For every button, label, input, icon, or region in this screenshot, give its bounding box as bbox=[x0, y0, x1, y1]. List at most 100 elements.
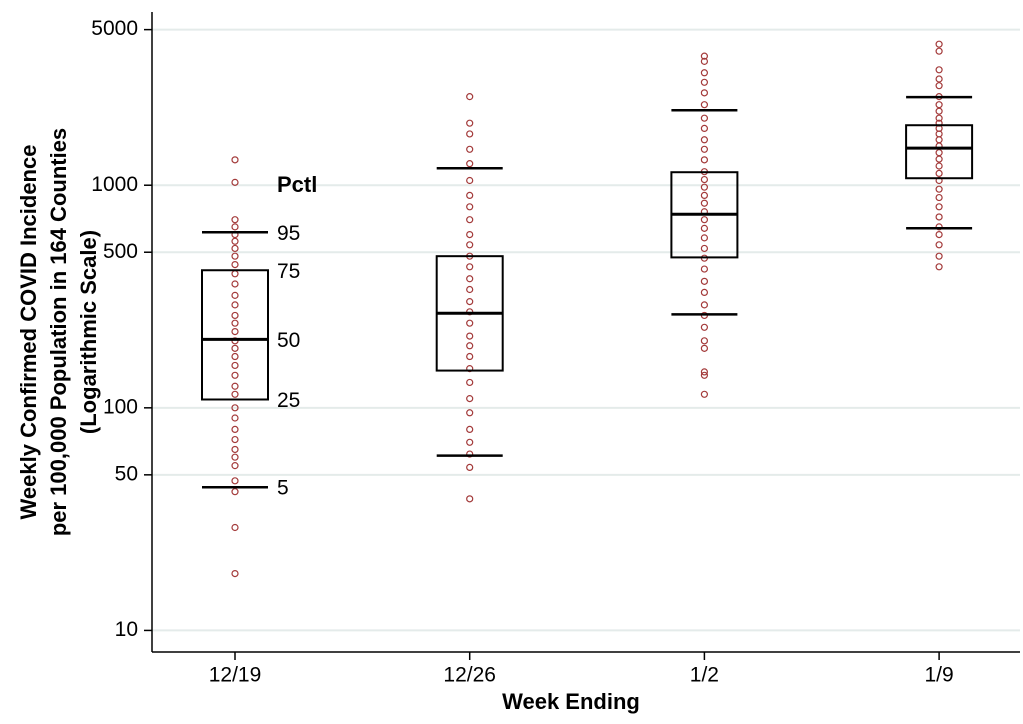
data-point bbox=[466, 365, 474, 373]
data-point bbox=[700, 57, 709, 65]
y-tick-label: 50 bbox=[115, 462, 138, 485]
data-point bbox=[231, 156, 239, 164]
y-tick-label: 100 bbox=[103, 395, 138, 418]
data-point bbox=[935, 252, 943, 260]
data-point bbox=[231, 404, 239, 412]
data-point bbox=[700, 368, 709, 376]
y-axis-label: Weekly Confirmed COVID Incidence bbox=[16, 145, 41, 520]
data-point bbox=[700, 344, 709, 352]
data-point bbox=[700, 114, 709, 122]
data-point bbox=[700, 216, 709, 224]
data-point bbox=[935, 241, 943, 249]
data-point bbox=[466, 203, 474, 211]
data-point bbox=[231, 361, 239, 370]
data-point bbox=[935, 101, 943, 109]
data-point bbox=[231, 178, 239, 186]
data-point bbox=[700, 175, 709, 184]
data-point bbox=[231, 223, 239, 231]
data-point bbox=[231, 488, 239, 496]
data-point bbox=[466, 285, 474, 294]
data-point bbox=[935, 213, 943, 221]
data-point bbox=[466, 216, 474, 224]
data-point bbox=[231, 301, 239, 309]
data-point bbox=[466, 298, 474, 306]
data-point bbox=[935, 162, 943, 170]
data-point bbox=[466, 425, 474, 433]
data-point bbox=[466, 319, 474, 327]
percentile-title: Pctl bbox=[277, 172, 317, 197]
y-tick-label: 10 bbox=[115, 618, 138, 641]
data-point bbox=[935, 263, 943, 271]
data-point bbox=[700, 323, 709, 331]
data-point bbox=[700, 390, 709, 398]
data-point bbox=[700, 371, 709, 379]
percentile-label: 25 bbox=[277, 389, 300, 412]
data-point bbox=[700, 337, 709, 345]
data-point bbox=[231, 477, 239, 485]
y-tick-label: 5000 bbox=[91, 17, 138, 40]
data-point bbox=[231, 311, 239, 320]
data-point bbox=[935, 231, 943, 239]
data-point bbox=[700, 124, 709, 132]
data-point bbox=[700, 288, 709, 297]
data-point bbox=[466, 145, 474, 153]
data-point bbox=[700, 234, 709, 242]
data-point bbox=[466, 450, 474, 458]
data-point bbox=[700, 183, 709, 191]
data-point bbox=[231, 390, 239, 398]
data-point bbox=[231, 352, 239, 361]
y-axis-label: (Logarithmic Scale) bbox=[76, 230, 101, 434]
data-point bbox=[935, 155, 943, 163]
percentile-label: 50 bbox=[277, 329, 300, 352]
data-point bbox=[231, 252, 239, 260]
data-point bbox=[935, 75, 943, 83]
data-point bbox=[466, 263, 474, 271]
x-tick-label: 1/2 bbox=[690, 664, 719, 687]
data-point bbox=[231, 382, 239, 390]
data-point bbox=[700, 52, 709, 60]
data-point bbox=[700, 136, 709, 144]
data-point bbox=[231, 570, 239, 578]
data-point bbox=[700, 145, 709, 153]
data-point bbox=[700, 277, 709, 285]
data-point bbox=[466, 463, 474, 471]
percentile-label: 5 bbox=[277, 477, 289, 500]
x-axis-label: Week Ending bbox=[502, 689, 640, 714]
data-point bbox=[231, 344, 239, 352]
data-point bbox=[935, 136, 943, 144]
data-point bbox=[231, 291, 239, 299]
data-point bbox=[466, 438, 474, 446]
data-point bbox=[935, 66, 943, 74]
data-point bbox=[231, 523, 239, 532]
data-point bbox=[466, 495, 474, 503]
data-point bbox=[231, 244, 239, 253]
data-point bbox=[231, 280, 239, 288]
data-point bbox=[935, 149, 943, 157]
percentile-label: 75 bbox=[277, 260, 300, 283]
data-point bbox=[231, 414, 239, 422]
data-point bbox=[466, 130, 474, 138]
data-point bbox=[935, 82, 943, 90]
data-point bbox=[700, 199, 709, 207]
data-point bbox=[700, 156, 709, 164]
data-point bbox=[935, 40, 943, 48]
y-tick-label: 500 bbox=[103, 240, 138, 263]
data-point bbox=[700, 69, 709, 77]
data-point bbox=[466, 160, 474, 168]
data-point bbox=[231, 216, 239, 224]
data-point bbox=[466, 342, 474, 350]
data-point bbox=[231, 453, 239, 461]
box bbox=[201, 269, 269, 401]
data-point bbox=[935, 185, 943, 193]
data-point bbox=[231, 237, 239, 245]
data-point bbox=[231, 425, 239, 433]
data-point bbox=[231, 319, 239, 327]
data-point bbox=[935, 107, 943, 115]
data-point bbox=[466, 378, 474, 387]
data-point bbox=[466, 275, 474, 283]
data-point bbox=[700, 301, 709, 309]
data-point bbox=[935, 193, 943, 202]
data-point bbox=[231, 435, 239, 444]
data-point bbox=[466, 395, 474, 403]
